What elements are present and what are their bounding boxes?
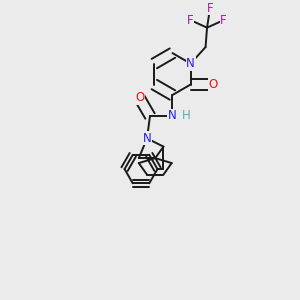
Text: N: N [168,110,177,122]
Text: N: N [186,57,195,70]
Text: F: F [187,14,194,27]
Text: F: F [220,14,227,27]
Text: F: F [207,2,213,15]
Text: O: O [208,78,218,91]
Text: H: H [182,110,190,122]
Text: O: O [135,92,144,104]
Text: N: N [142,132,152,145]
